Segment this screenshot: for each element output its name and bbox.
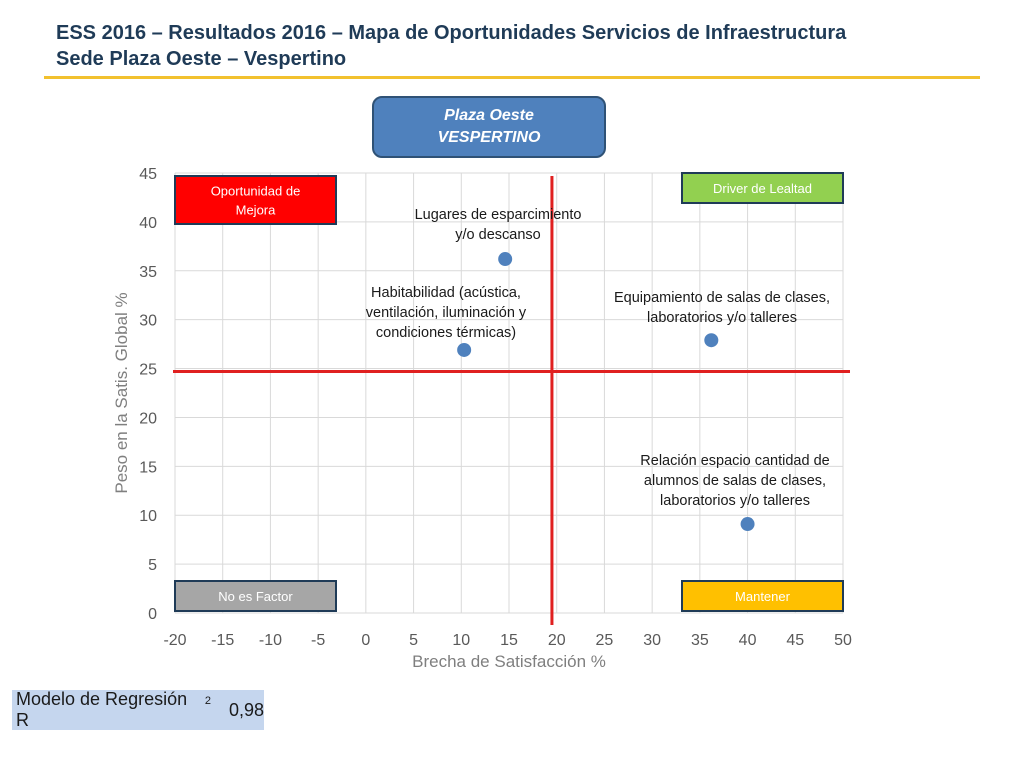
data-point — [704, 333, 719, 348]
x-tick-label: 25 — [596, 632, 614, 649]
header-divider — [44, 76, 980, 79]
data-point-label: laboratorios y/o talleres — [647, 310, 797, 326]
data-point — [498, 252, 513, 267]
x-tick-label: 30 — [643, 632, 661, 649]
x-tick-label: 45 — [786, 632, 804, 649]
data-point — [457, 342, 472, 357]
x-tick-label: 15 — [500, 632, 518, 649]
x-tick-label: -5 — [311, 632, 325, 649]
page-header: ESS 2016 – Resultados 2016 – Mapa de Opo… — [56, 20, 986, 72]
y-tick-label: 0 — [148, 606, 157, 623]
y-tick-label: 45 — [139, 166, 157, 183]
campus-badge: Plaza Oeste VESPERTINO — [372, 96, 606, 158]
x-tick-label: 40 — [739, 632, 757, 649]
quadrant-label-top-left: Oportunidad de — [211, 184, 301, 199]
regression-superscript: 2 — [204, 695, 211, 707]
regression-value: 0,98 — [228, 699, 264, 720]
data-point-label: condiciones térmicas) — [376, 325, 516, 341]
y-tick-label: 10 — [139, 508, 157, 525]
regression-label: Modelo de Regresión R — [16, 689, 188, 730]
x-tick-label: 20 — [548, 632, 566, 649]
y-tick-label: 5 — [148, 557, 157, 574]
y-tick-label: 35 — [139, 264, 157, 281]
quadrant-box-top-right — [681, 172, 844, 204]
data-point-label: alumnos de salas de clases, — [644, 473, 826, 489]
data-point-label: Lugares de esparcimiento — [415, 207, 582, 223]
x-tick-label: -15 — [211, 632, 234, 649]
x-tick-label: 35 — [691, 632, 709, 649]
x-tick-label: 10 — [452, 632, 470, 649]
y-tick-label: 15 — [139, 459, 157, 476]
data-point-label: Relación espacio cantidad de — [640, 453, 829, 469]
quadrant-label-bottom-left: No es Factor — [218, 589, 293, 604]
quadrant-label-bottom-right: Mantener — [735, 589, 791, 604]
page-subtitle: Sede Plaza Oeste – Vespertino — [56, 48, 347, 70]
y-tick-label: 25 — [139, 362, 157, 379]
quadrant-box-top-left — [174, 175, 337, 225]
y-tick-label: 40 — [139, 215, 157, 232]
quadrant-box-bottom-right — [681, 580, 844, 612]
data-point-label: Equipamiento de salas de clases, — [614, 290, 830, 306]
data-point-label: y/o descanso — [455, 227, 540, 243]
quadrant-label-top-left: Mejora — [236, 203, 277, 218]
data-point-label: Habitabilidad (acústica, — [371, 285, 521, 301]
data-point-label: laboratorios y/o talleres — [660, 493, 810, 509]
y-tick-label: 20 — [139, 410, 157, 427]
regression-model-box: Modelo de Regresión R 2 0,98 — [12, 689, 264, 730]
y-tick-label: 30 — [139, 313, 157, 330]
y-axis-label: Peso en la Satis. Global % — [112, 292, 131, 493]
x-tick-label: -20 — [163, 632, 186, 649]
data-point-label: ventilación, iluminación y — [366, 305, 527, 321]
x-tick-label: -10 — [259, 632, 282, 649]
x-axis-label: Brecha de Satisfacción % — [412, 652, 606, 671]
quadrant-label-top-right: Driver de Lealtad — [713, 181, 812, 196]
page-title: ESS 2016 – Resultados 2016 – Mapa de Opo… — [56, 22, 847, 44]
campus-shift: VESPERTINO — [437, 129, 541, 146]
quadrant-box-bottom-left — [174, 580, 337, 612]
x-tick-label: 0 — [361, 632, 370, 649]
campus-name: Plaza Oeste — [444, 107, 534, 124]
data-point — [740, 517, 755, 532]
x-tick-label: 5 — [409, 632, 418, 649]
x-tick-label: 50 — [834, 632, 852, 649]
